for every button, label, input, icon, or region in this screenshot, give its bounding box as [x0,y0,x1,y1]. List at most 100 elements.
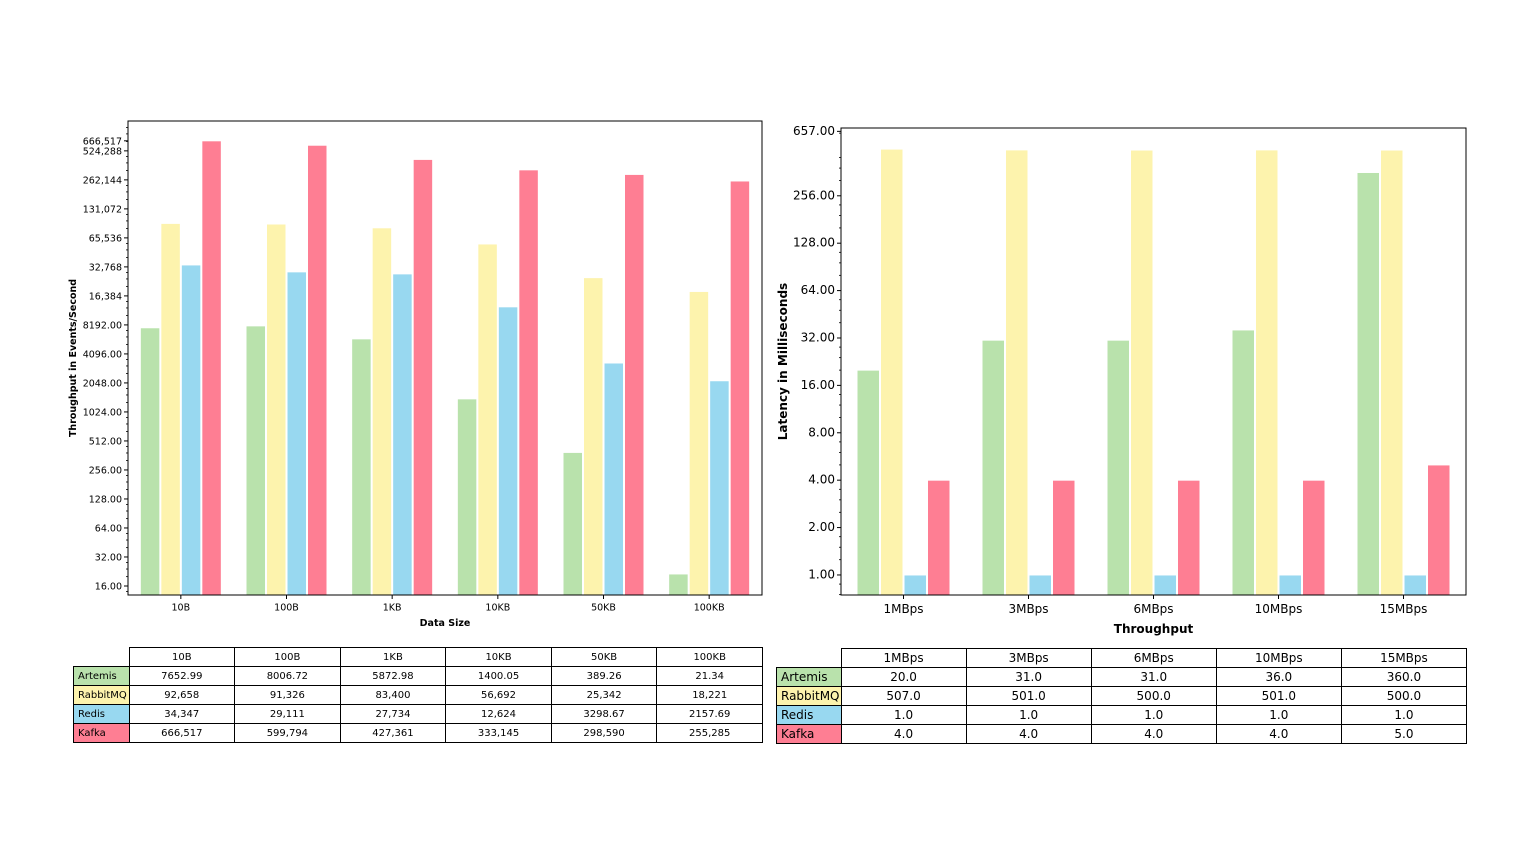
y-tick-label: 4096.00 [83,349,122,360]
row-label: Kafka [776,724,842,744]
x-tick-label: 3MBps [1008,602,1048,616]
y-tick-label: 32,768 [89,262,122,273]
x-axis-label: Data Size [420,618,471,629]
bar-redis [1403,574,1427,596]
table-cell: 4.0 [1215,724,1342,744]
bar-artemis [981,339,1005,596]
corner-cell [74,648,130,667]
row-label: Redis [776,705,842,725]
column-header: 6MBps [1090,648,1217,668]
table-row: Artemis 20.0 31.0 31.0 36.0 360.0 [776,667,1468,687]
table-row: Kafka 666,517 599,794 427,361 333,145 298,590… [73,723,763,743]
y-tick-label: 32.00 [801,330,835,344]
table-cell: 1.0 [1215,705,1342,725]
table-cell: 4.0 [840,724,967,744]
table-cell: 500.0 [1090,686,1217,706]
y-tick-label: 16.00 [95,581,122,592]
row-label: Redis [73,704,130,724]
table-row: RabbitMQ 507.0 501.0 500.0 501.0 500.0 [776,686,1468,706]
y-tick-label: 32.00 [95,552,122,563]
row-label: RabbitMQ [73,685,130,705]
y-tick-label: 131,072 [83,204,122,215]
y-tick-label: 128.00 [793,236,835,250]
table-row: Redis 34,347 29,111 27,734 12,624 3298.67 2157… [73,704,763,724]
y-tick-label: 256.00 [89,465,122,476]
y-tick-label: 256.00 [793,188,835,202]
bar-kafka [1427,464,1451,596]
y-tick-label: 64.00 [95,523,122,534]
bar-artemis [1106,339,1130,596]
table-cell: 7652.99 [128,666,236,686]
table-row: RabbitMQ 92,658 91,326 83,400 56,692 25,342 18… [73,685,763,705]
column-header: 100B [234,647,341,667]
x-tick-label: 6MBps [1133,602,1173,616]
table-cell: 360.0 [1340,667,1468,687]
table-cell: 2157.69 [656,704,763,724]
y-tick-label: 16.00 [801,378,835,392]
x-axis-label: Throughput [1114,622,1194,636]
table-cell: 91,326 [234,685,341,705]
table-cell: 36.0 [1215,667,1342,687]
x-tick-label: 100KB [694,603,725,614]
table-cell: 5.0 [1340,724,1468,744]
y-tick-label: 657.00 [793,124,835,138]
table-cell: 427,361 [339,723,447,743]
bar-redis [903,574,927,596]
table-cell: 1.0 [1090,705,1217,725]
table-cell: 25,342 [550,685,658,705]
bar-kafka [1052,479,1076,596]
table-cell: 333,145 [445,723,552,743]
y-tick-label: 1.00 [808,567,835,581]
table-cell: 20.0 [840,667,967,687]
bar-redis [1278,574,1302,596]
y-tick-label: 512.00 [89,436,122,447]
table-cell: 255,285 [656,723,763,743]
bar-artemis [1231,329,1255,596]
bar-kafka [927,479,951,596]
table-row: Artemis 7652.99 8006.72 5872.98 1400.05 389.2… [73,666,763,686]
y-tick-label: 8.00 [808,425,835,439]
y-tick-label: 16,384 [89,291,122,302]
column-header: 15MBps [1340,648,1468,668]
y-tick-label: 65,536 [89,233,122,244]
bar-kafka [1177,479,1201,596]
column-header: 10MBps [1215,648,1342,668]
table-cell: 599,794 [234,723,341,743]
table-cell: 501.0 [1215,686,1342,706]
table-cell: 5872.98 [339,666,447,686]
column-header: 10KB [445,647,552,667]
table-cell: 8006.72 [234,666,341,686]
throughput-table: 10B 100B 1KB 10KB 50KB 100KB Artemis 7652.99 800… [73,647,763,743]
column-header: 50KB [550,647,658,667]
y-axis-label: Throughput in Events/Second [68,279,79,437]
bar-rabbitmq [1005,149,1029,596]
y-tick-label: 64.00 [801,283,835,297]
y-tick-label: 262,144 [83,175,122,186]
column-header: 1MBps [840,648,967,668]
table-row: Kafka 4.0 4.0 4.0 4.0 5.0 [776,724,1468,744]
x-tick-label: 10MBps [1255,602,1303,616]
header-row: 10B 100B 1KB 10KB 50KB 100KB [74,647,763,667]
row-label: Artemis [776,667,842,687]
bar-redis [1028,574,1052,596]
table-cell: 4.0 [965,724,1092,744]
table-cell: 3298.67 [550,704,658,724]
table-cell: 12,624 [445,704,552,724]
y-tick-label: 524,288 [83,146,122,157]
table-cell: 298,590 [550,723,658,743]
table-cell: 21.34 [656,666,763,686]
table-cell: 92,658 [128,685,236,705]
table-cell: 389.26 [550,666,658,686]
y-tick-label: 2.00 [808,520,835,534]
table-cell: 500.0 [1340,686,1468,706]
x-tick-label: 1MBps [883,602,923,616]
table-cell: 18,221 [656,685,763,705]
bar-rabbitmq [880,148,904,596]
y-tick-label: 8192.00 [83,320,122,331]
x-tick-label: 100B [274,603,299,614]
table-cell: 27,734 [339,704,447,724]
bar-rabbitmq [1380,149,1404,596]
latency-table: 1MBps 3MBps 6MBps 10MBps 15MBps Artemis 20.0 31… [776,648,1468,744]
table-cell: 34,347 [128,704,236,724]
